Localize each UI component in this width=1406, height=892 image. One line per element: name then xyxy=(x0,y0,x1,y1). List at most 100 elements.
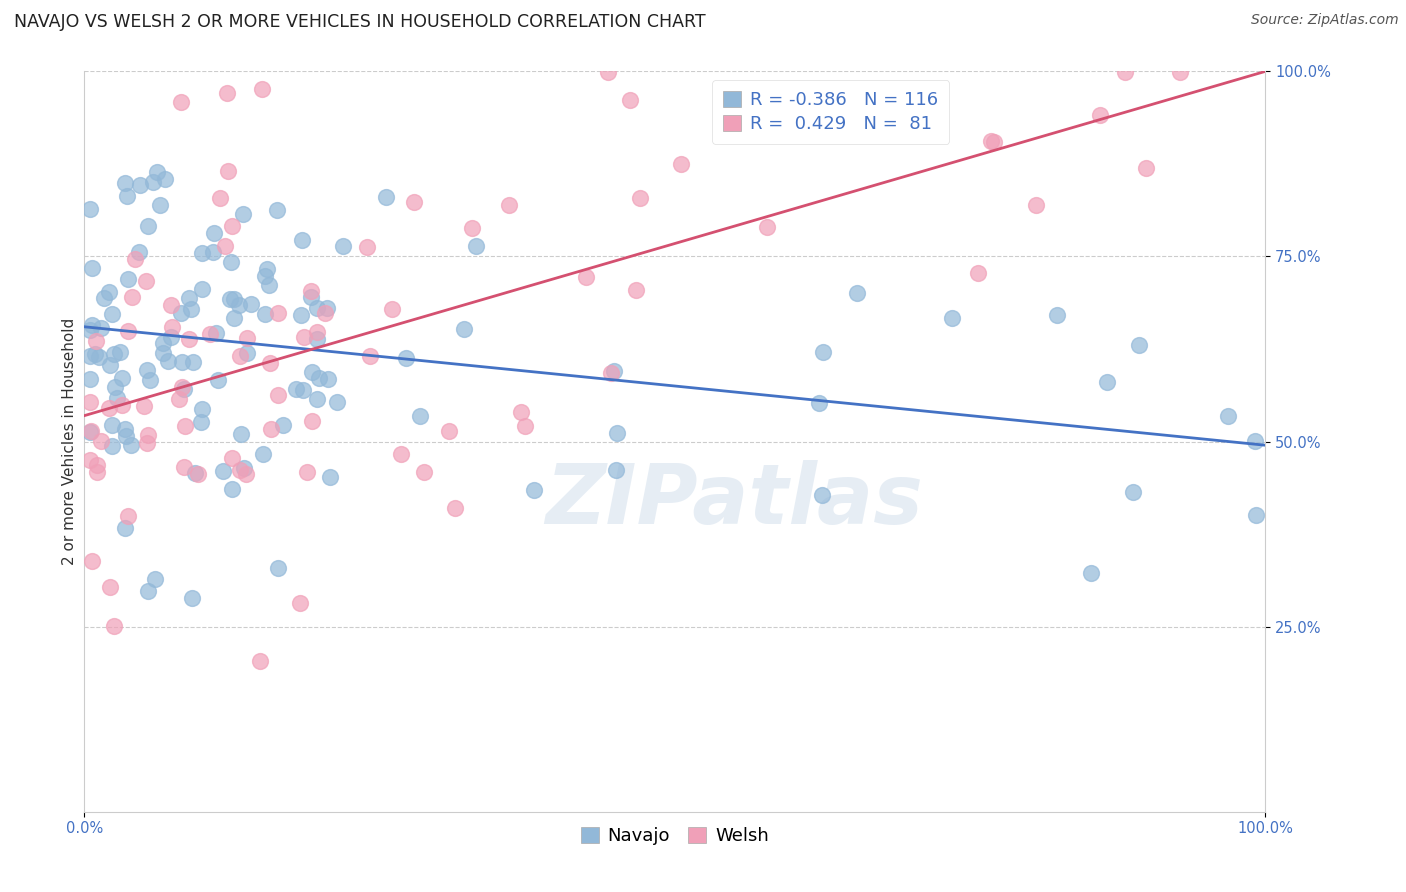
Point xyxy=(202,244,225,259)
Point xyxy=(1114,65,1136,79)
Point xyxy=(222,292,245,306)
Point xyxy=(291,233,314,247)
Point xyxy=(1168,65,1191,79)
Point xyxy=(460,220,482,235)
Point xyxy=(180,302,202,317)
Point xyxy=(314,306,336,320)
Point xyxy=(111,371,134,385)
Point xyxy=(605,463,627,477)
Point xyxy=(316,301,339,316)
Point xyxy=(606,426,628,441)
Point xyxy=(128,245,150,260)
Point xyxy=(208,191,231,205)
Point xyxy=(811,488,834,502)
Point xyxy=(229,463,252,477)
Point xyxy=(439,425,461,439)
Point xyxy=(139,373,162,387)
Text: ZIPatlas: ZIPatlas xyxy=(546,460,922,541)
Point xyxy=(191,402,214,417)
Point xyxy=(181,591,204,605)
Point xyxy=(101,439,124,453)
Point xyxy=(444,501,467,516)
Point xyxy=(114,176,136,190)
Point xyxy=(135,363,157,377)
Point xyxy=(114,520,136,534)
Point xyxy=(229,427,252,442)
Point xyxy=(80,261,103,276)
Point xyxy=(257,278,280,293)
Point xyxy=(183,466,205,480)
Point xyxy=(111,398,134,412)
Point xyxy=(181,355,204,369)
Point xyxy=(292,330,315,344)
Point xyxy=(149,197,172,211)
Point xyxy=(142,175,165,189)
Point xyxy=(259,356,281,370)
Point xyxy=(316,372,339,386)
Point xyxy=(167,392,190,407)
Point xyxy=(808,396,831,410)
Point xyxy=(117,509,139,524)
Point xyxy=(136,436,159,450)
Point xyxy=(79,322,101,336)
Point xyxy=(202,226,225,240)
Point xyxy=(232,207,254,221)
Point xyxy=(846,286,869,301)
Point xyxy=(271,417,294,432)
Text: NAVAJO VS WELSH 2 OR MORE VEHICLES IN HOUSEHOLD CORRELATION CHART: NAVAJO VS WELSH 2 OR MORE VEHICLES IN HO… xyxy=(14,13,706,31)
Point xyxy=(291,383,314,397)
Y-axis label: 2 or more Vehicles in Household: 2 or more Vehicles in Household xyxy=(62,318,77,566)
Point xyxy=(217,163,239,178)
Point xyxy=(380,301,402,316)
Point xyxy=(236,331,259,345)
Point xyxy=(252,447,274,461)
Point xyxy=(221,219,243,233)
Point xyxy=(84,334,107,348)
Point xyxy=(98,285,121,299)
Point xyxy=(173,418,195,433)
Point xyxy=(498,198,520,212)
Point xyxy=(218,292,240,306)
Point xyxy=(259,421,281,435)
Point xyxy=(284,382,307,396)
Point xyxy=(136,219,159,233)
Point xyxy=(669,157,692,171)
Point xyxy=(191,282,214,296)
Point xyxy=(117,272,139,286)
Point xyxy=(179,332,201,346)
Point xyxy=(523,483,546,497)
Point xyxy=(288,596,311,610)
Point xyxy=(103,347,125,361)
Point xyxy=(413,466,436,480)
Point xyxy=(79,453,101,467)
Point xyxy=(221,482,243,496)
Point xyxy=(207,373,229,387)
Point xyxy=(1216,409,1239,424)
Point xyxy=(79,349,101,363)
Point xyxy=(326,394,349,409)
Point xyxy=(215,86,238,100)
Point xyxy=(90,434,112,448)
Point xyxy=(89,350,111,364)
Point xyxy=(80,318,103,332)
Point xyxy=(228,298,250,312)
Point xyxy=(359,349,381,363)
Point xyxy=(619,93,641,107)
Point xyxy=(465,239,488,253)
Point xyxy=(513,419,536,434)
Point xyxy=(1135,161,1157,175)
Point xyxy=(152,335,174,350)
Point xyxy=(408,409,430,424)
Point xyxy=(110,344,132,359)
Point xyxy=(983,136,1005,150)
Point xyxy=(117,188,139,202)
Point xyxy=(117,324,139,338)
Point xyxy=(624,283,647,297)
Point xyxy=(1097,375,1119,389)
Point xyxy=(80,554,103,568)
Point xyxy=(100,359,122,373)
Point xyxy=(239,296,262,310)
Point xyxy=(305,392,328,406)
Point xyxy=(170,355,193,369)
Point xyxy=(156,353,179,368)
